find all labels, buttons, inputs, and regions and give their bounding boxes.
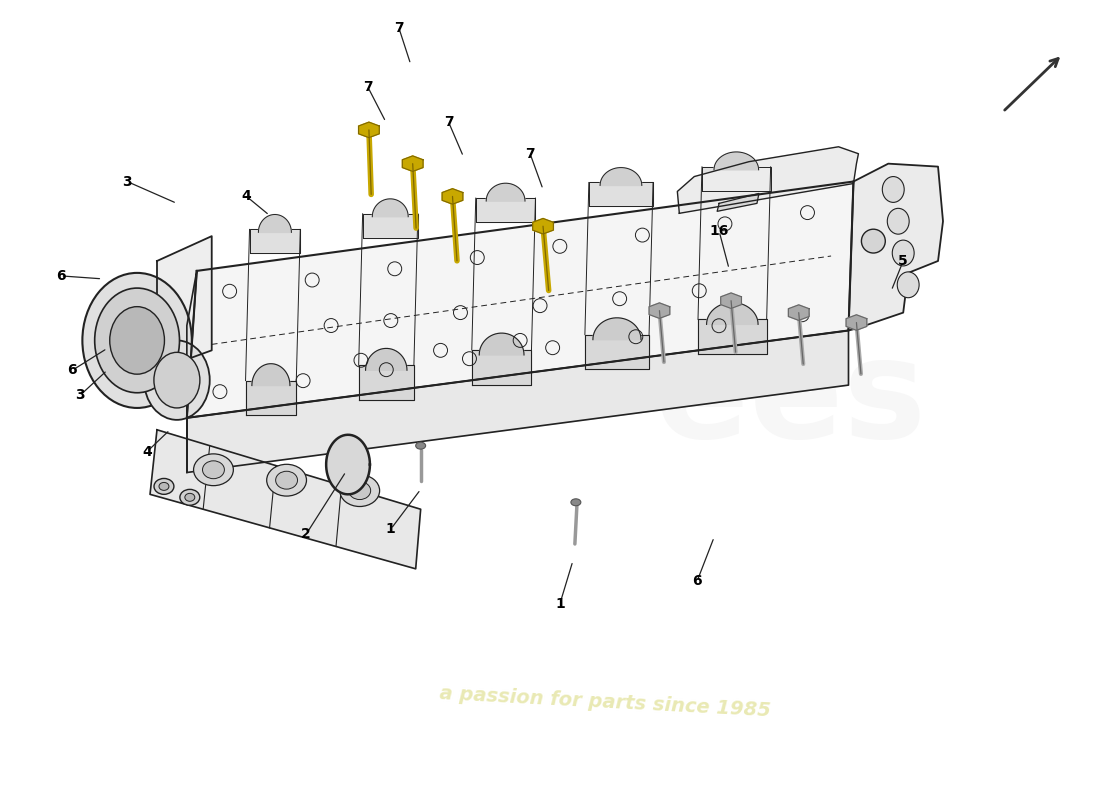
Ellipse shape (892, 240, 914, 266)
Ellipse shape (266, 464, 307, 496)
Text: ees: ees (656, 333, 926, 467)
Polygon shape (250, 230, 300, 254)
Polygon shape (588, 182, 653, 206)
Polygon shape (706, 302, 758, 324)
Polygon shape (702, 167, 771, 190)
Polygon shape (678, 146, 858, 214)
Ellipse shape (160, 482, 169, 490)
Ellipse shape (340, 474, 379, 506)
Polygon shape (717, 194, 759, 211)
Ellipse shape (888, 208, 910, 234)
Polygon shape (714, 152, 759, 170)
Polygon shape (486, 183, 525, 201)
Text: 3: 3 (76, 388, 85, 402)
Ellipse shape (82, 273, 191, 408)
Polygon shape (359, 366, 414, 400)
Polygon shape (245, 381, 296, 415)
Text: 5: 5 (899, 254, 909, 268)
Text: 3: 3 (122, 174, 132, 189)
Ellipse shape (882, 177, 904, 202)
Ellipse shape (349, 482, 371, 499)
Polygon shape (720, 293, 741, 309)
Text: 4: 4 (142, 445, 152, 458)
Ellipse shape (154, 352, 200, 408)
Text: 2: 2 (301, 527, 311, 541)
Ellipse shape (194, 454, 233, 486)
Text: a passion for parts since 1985: a passion for parts since 1985 (439, 684, 771, 720)
Text: 1: 1 (556, 597, 564, 610)
Text: 7: 7 (394, 21, 404, 34)
Ellipse shape (154, 478, 174, 494)
Polygon shape (476, 198, 536, 222)
Polygon shape (252, 364, 290, 386)
Ellipse shape (202, 461, 224, 478)
Ellipse shape (898, 272, 920, 298)
Polygon shape (187, 271, 197, 473)
Ellipse shape (276, 471, 297, 489)
Ellipse shape (180, 490, 200, 506)
Text: 6: 6 (692, 574, 702, 588)
Text: 6: 6 (67, 363, 77, 378)
Text: 7: 7 (443, 115, 453, 129)
Circle shape (861, 229, 886, 253)
Polygon shape (601, 168, 641, 186)
Polygon shape (372, 199, 408, 217)
Text: 6: 6 (56, 269, 65, 283)
Text: 4: 4 (242, 190, 252, 203)
Polygon shape (480, 333, 524, 355)
Polygon shape (532, 218, 553, 234)
Ellipse shape (110, 306, 165, 374)
Polygon shape (157, 236, 211, 370)
Ellipse shape (416, 442, 426, 449)
Text: 7: 7 (363, 80, 373, 94)
Polygon shape (846, 314, 867, 330)
Polygon shape (258, 214, 292, 232)
Polygon shape (359, 122, 380, 138)
Ellipse shape (95, 288, 179, 393)
Polygon shape (187, 330, 848, 473)
Polygon shape (365, 349, 407, 370)
Polygon shape (593, 318, 641, 340)
Polygon shape (327, 434, 370, 494)
Polygon shape (848, 164, 943, 330)
Polygon shape (363, 214, 418, 238)
Ellipse shape (571, 499, 581, 506)
Ellipse shape (144, 341, 210, 420)
Text: 1: 1 (386, 522, 396, 536)
Polygon shape (649, 303, 670, 318)
Polygon shape (698, 319, 767, 354)
Polygon shape (403, 156, 424, 171)
Ellipse shape (185, 494, 195, 502)
Polygon shape (585, 334, 649, 370)
Polygon shape (472, 350, 531, 385)
Polygon shape (150, 430, 420, 569)
Text: 7: 7 (526, 146, 535, 161)
Polygon shape (187, 182, 854, 418)
Polygon shape (789, 305, 810, 320)
Text: 16: 16 (710, 224, 729, 238)
Polygon shape (442, 189, 463, 204)
